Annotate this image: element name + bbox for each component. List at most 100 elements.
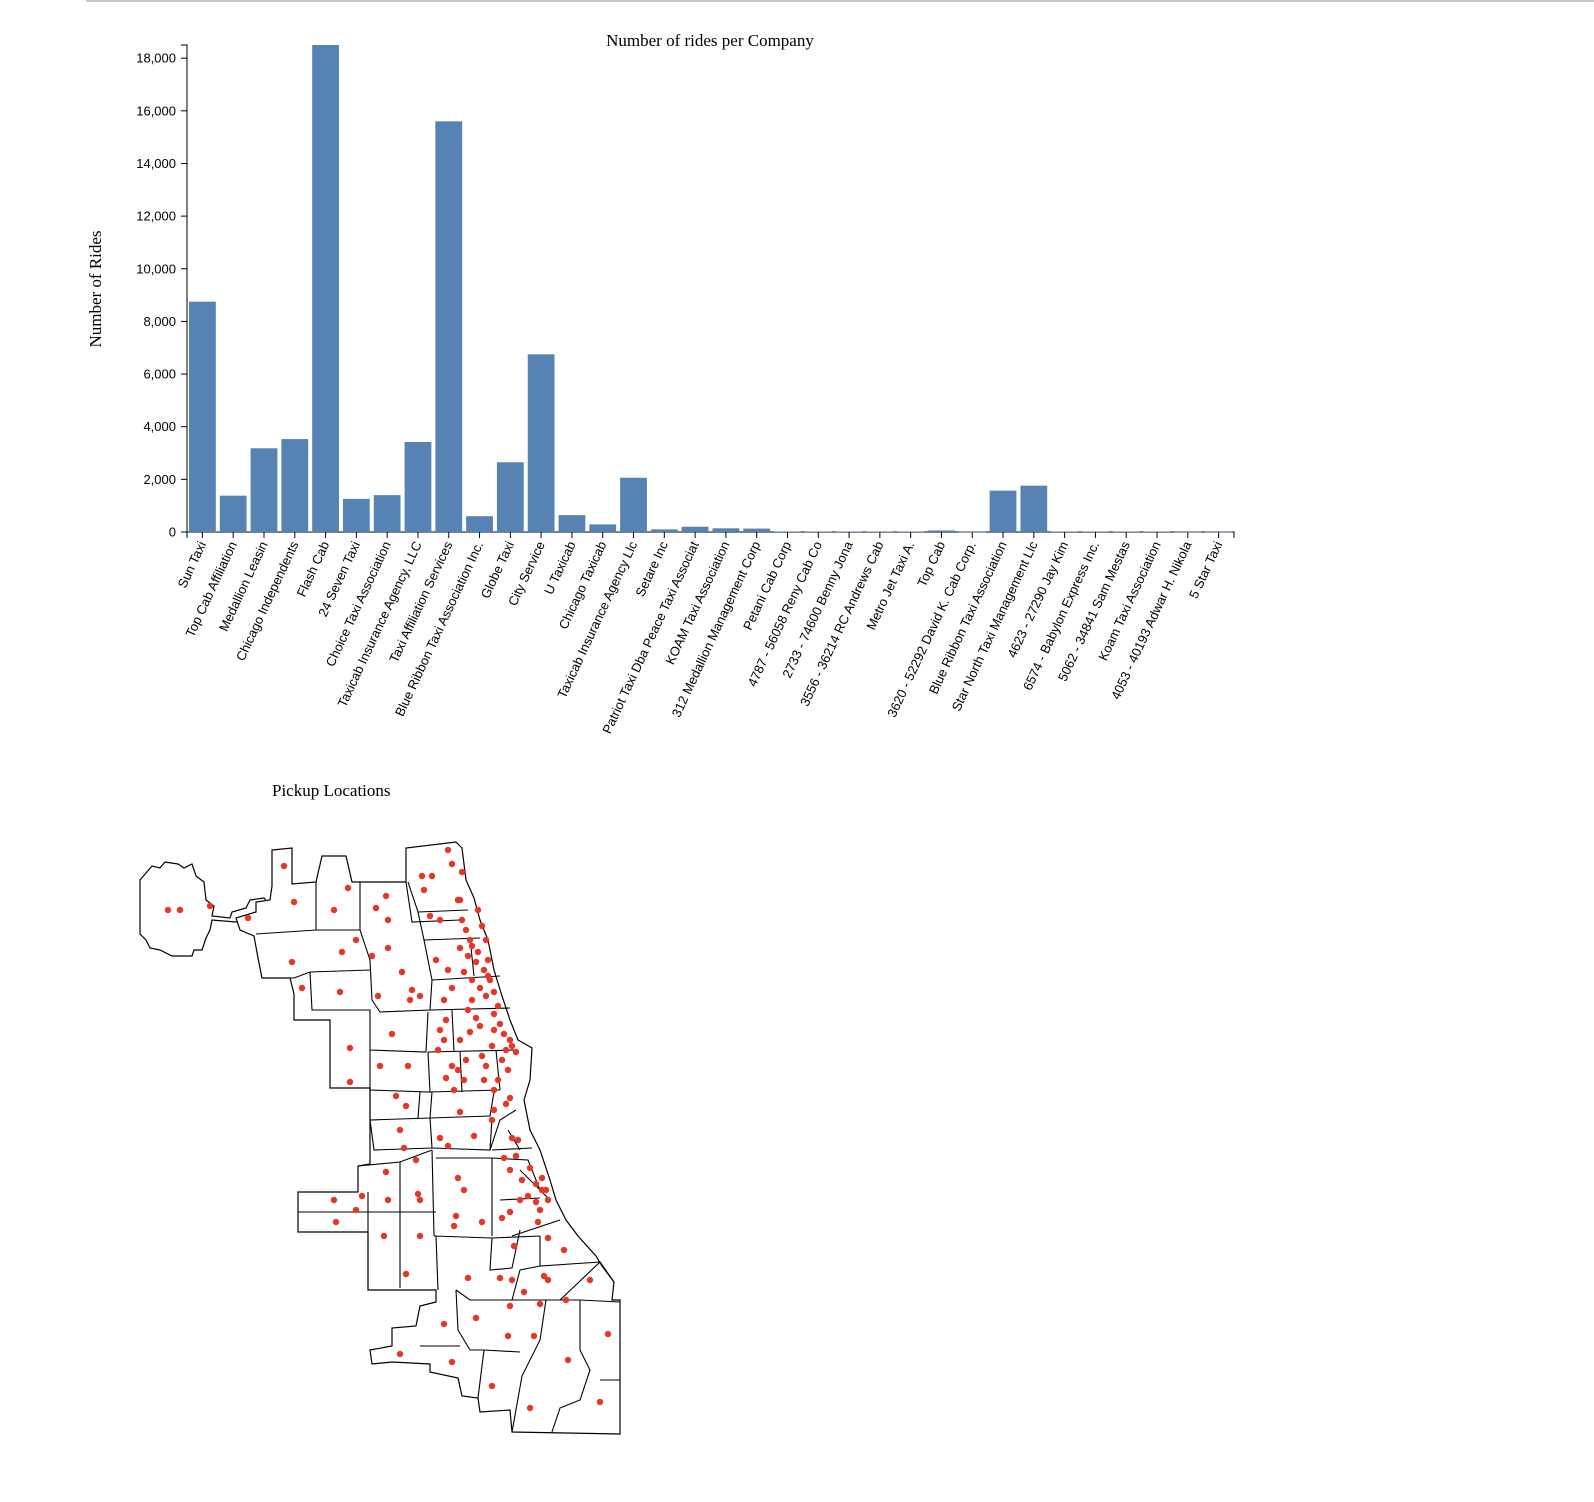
- pickup-point: [402, 1102, 410, 1110]
- pickup-point: [484, 972, 492, 980]
- pickup-point: [420, 886, 428, 894]
- pickup-point: [380, 1232, 388, 1240]
- y-tick-label: 14,000: [136, 156, 176, 171]
- pickup-point: [460, 1076, 468, 1084]
- pickup-point: [476, 984, 484, 992]
- pickup-point: [290, 898, 298, 906]
- pickup-point: [456, 896, 464, 904]
- bar: [989, 490, 1017, 532]
- pickup-point: [604, 1330, 612, 1338]
- pickup-point: [418, 872, 426, 880]
- pickup-point: [434, 1046, 442, 1054]
- pickup-point: [400, 1144, 408, 1152]
- pickup-point: [466, 936, 474, 944]
- pickup-point: [506, 1208, 514, 1216]
- pickup-point: [346, 1044, 354, 1052]
- bar: [866, 531, 894, 533]
- pickup-point: [560, 1246, 568, 1254]
- pickup-point: [450, 1222, 458, 1230]
- pickup-point: [542, 1186, 550, 1194]
- pickup-point: [512, 1152, 520, 1160]
- pickup-point: [502, 1046, 510, 1054]
- pickup-point: [460, 968, 468, 976]
- pickup-point: [448, 860, 456, 868]
- pickup-point: [450, 1086, 458, 1094]
- pickup-point: [472, 1014, 480, 1022]
- pickup-point: [244, 914, 252, 922]
- pickup-point: [416, 992, 424, 1000]
- y-tick-label: 10,000: [136, 261, 176, 276]
- community-areas: [139, 841, 621, 1435]
- pickup-point: [538, 1174, 546, 1182]
- pickup-point: [454, 1066, 462, 1074]
- pickup-point: [444, 846, 452, 854]
- pickup-point: [448, 1062, 456, 1070]
- pickup-point: [448, 984, 456, 992]
- pickup-point: [368, 952, 376, 960]
- bars-group: [189, 45, 1232, 533]
- bar: [466, 516, 493, 532]
- pickup-point: [392, 1092, 400, 1100]
- y-axis-title: Number of Rides: [86, 230, 105, 347]
- y-tick-label: 12,000: [136, 209, 176, 224]
- pickup-point: [526, 1164, 534, 1172]
- bar: [435, 121, 463, 532]
- pickup-point: [526, 1404, 534, 1412]
- bar: [189, 301, 216, 532]
- rides-bar-chart: Number of rides per Company Number of Ri…: [86, 31, 1235, 736]
- pickup-point: [452, 1212, 460, 1220]
- pickup-point: [506, 1094, 514, 1102]
- pickup-point: [298, 984, 306, 992]
- bar: [1112, 531, 1140, 533]
- pickup-point: [456, 1108, 464, 1116]
- bar: [897, 531, 925, 533]
- pickup-point: [510, 1242, 518, 1250]
- pickup-point: [416, 1232, 424, 1240]
- pickup-point: [504, 1066, 512, 1074]
- pickup-point: [506, 1036, 514, 1044]
- bar: [527, 354, 555, 532]
- pickup-point: [458, 868, 466, 876]
- pickup-point: [382, 892, 390, 900]
- pickup-point: [388, 1030, 396, 1038]
- pickup-point: [384, 916, 392, 924]
- pickup-point: [564, 1356, 572, 1364]
- pickup-point: [494, 1076, 502, 1084]
- pickup-point: [508, 1134, 516, 1142]
- pickup-point: [524, 1192, 532, 1200]
- area-ohare: [139, 861, 271, 957]
- pickup-point: [474, 906, 482, 914]
- pickup-point: [440, 1320, 448, 1328]
- pickup-point: [480, 1076, 488, 1084]
- pickup-point: [398, 968, 406, 976]
- pickup-point: [536, 1300, 544, 1308]
- pickup-point: [330, 906, 338, 914]
- pickup-point: [544, 1234, 552, 1242]
- pickup-point: [490, 1026, 498, 1034]
- pickup-point: [508, 1276, 516, 1284]
- pickup-point: [466, 1028, 474, 1036]
- pickup-point: [436, 1026, 444, 1034]
- pickup-point: [384, 944, 392, 952]
- pickup-point: [432, 956, 440, 964]
- bar: [250, 448, 278, 532]
- pickup-point: [396, 1126, 404, 1134]
- pickup-point: [416, 1196, 424, 1204]
- bar: [404, 441, 432, 532]
- pickup-point: [330, 1196, 338, 1204]
- pickup-point: [506, 1166, 514, 1174]
- pickup-point: [440, 1036, 448, 1044]
- pickup-point: [442, 1016, 450, 1024]
- pickup-point: [464, 1274, 472, 1282]
- pickup-point: [436, 1134, 444, 1142]
- pickup-point: [482, 992, 490, 1000]
- pickup-point: [498, 1214, 506, 1222]
- pickup-point: [412, 1156, 420, 1164]
- pickup-point: [436, 916, 444, 924]
- bar: [743, 528, 771, 532]
- y-tick-label: 6,000: [143, 367, 176, 382]
- bar: [1020, 485, 1048, 532]
- pickup-points: [164, 846, 612, 1412]
- pickup-point: [536, 1206, 544, 1214]
- pickup-point: [352, 936, 360, 944]
